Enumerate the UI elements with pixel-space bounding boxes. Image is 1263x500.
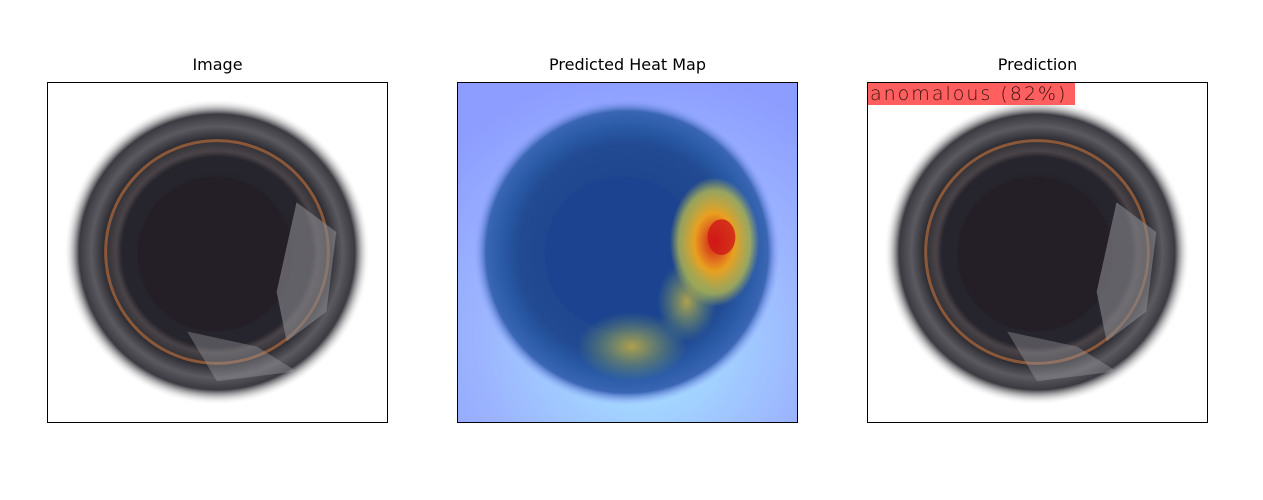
prediction-label: anomalous (82%): [868, 83, 1076, 105]
heatmap-image: [457, 82, 798, 423]
bottle-image: [48, 83, 387, 422]
prediction-panel-title: Prediction: [997, 55, 1078, 74]
heatmap-overlay: [458, 83, 797, 422]
bottle-image-prediction: [868, 83, 1207, 422]
image-panel-title: Image: [192, 55, 243, 74]
prediction-image: anomalous (82%): [867, 82, 1208, 423]
original-image: [47, 82, 388, 423]
heatmap-panel-title: Predicted Heat Map: [549, 55, 706, 74]
